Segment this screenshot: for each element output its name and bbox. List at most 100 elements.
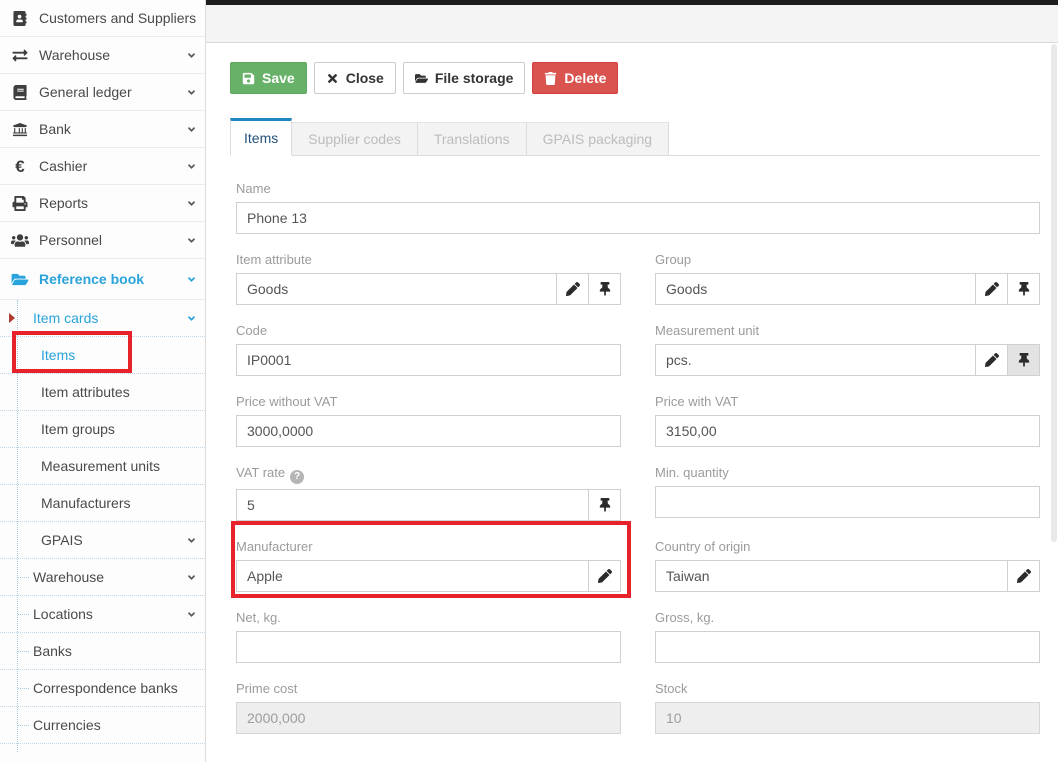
sidebar-item-correspondence-banks[interactable]: Correspondence banks [0, 670, 205, 707]
users-icon [9, 233, 31, 248]
edit-icon-button[interactable] [975, 344, 1008, 376]
sidebar-item-label: Item cards [33, 310, 99, 326]
country-of-origin-input[interactable] [655, 560, 1008, 592]
header-bar [206, 5, 1058, 43]
chevron-down-icon [186, 535, 197, 546]
edit-icon-button[interactable] [588, 560, 621, 592]
gross-kg-input[interactable] [655, 631, 1040, 663]
sidebar-item-general-ledger[interactable]: General ledger [0, 74, 205, 111]
sidebar-item-label: GPAIS [41, 532, 83, 548]
sidebar-item-bank[interactable]: Bank [0, 111, 205, 148]
sidebar-item-reference-book[interactable]: Reference book [0, 259, 205, 300]
pin-icon [1017, 353, 1031, 367]
chevron-down-icon [186, 235, 197, 246]
stock-field-group: Stock [655, 681, 1040, 734]
vat-rate-input[interactable] [236, 489, 589, 521]
tab-items[interactable]: Items [230, 118, 293, 156]
sidebar: Customers and Suppliers Warehouse Genera… [0, 0, 206, 762]
net-kg-label: Net, kg. [236, 610, 281, 625]
code-input[interactable] [236, 344, 621, 376]
sidebar-item-warehouse-reference[interactable]: Warehouse [0, 559, 205, 596]
close-icon [326, 72, 339, 85]
sidebar-item-banks[interactable]: Banks [0, 633, 205, 670]
manufacturer-input[interactable] [236, 560, 589, 592]
help-icon[interactable]: ? [290, 470, 305, 484]
min-quantity-field-group: Min. quantity [655, 465, 1040, 521]
tab-bar: Items Supplier codes Translations GPAIS … [230, 118, 1040, 156]
sidebar-item-manufacturers[interactable]: Manufacturers [0, 485, 205, 522]
chevron-down-icon [186, 124, 197, 135]
pencil-icon [1017, 569, 1031, 583]
measurement-unit-label: Measurement unit [655, 323, 760, 338]
sidebar-item-item-groups[interactable]: Item groups [0, 411, 205, 448]
bank-icon [9, 122, 31, 137]
measurement-unit-input[interactable] [655, 344, 976, 376]
net-kg-input[interactable] [236, 631, 621, 663]
min-quantity-input[interactable] [655, 486, 1040, 518]
chevron-down-icon [186, 161, 197, 172]
stock-input [655, 702, 1040, 734]
save-button-label: Save [262, 70, 295, 86]
edit-icon-button[interactable] [556, 273, 589, 305]
chevron-down-icon [186, 50, 197, 61]
save-button[interactable]: Save [230, 62, 307, 94]
tab-supplier-codes[interactable]: Supplier codes [292, 122, 418, 155]
close-button[interactable]: Close [313, 62, 396, 94]
name-input[interactable] [236, 202, 1040, 234]
pencil-icon [985, 282, 999, 296]
price-without-vat-field-group: Price without VAT [236, 394, 621, 447]
file-storage-button[interactable]: File storage [402, 62, 526, 94]
tab-gpais-packaging[interactable]: GPAIS packaging [526, 122, 670, 155]
sidebar-item-item-attributes[interactable]: Item attributes [0, 374, 205, 411]
item-form: Name Item attribute Group Code Measure [236, 181, 1040, 752]
sidebar-item-label: Warehouse [39, 47, 111, 63]
sidebar-item-label: Reference book [39, 271, 145, 287]
pin-icon-button[interactable] [588, 273, 621, 305]
pin-icon-button-active[interactable] [1007, 344, 1040, 376]
sidebar-item-label: Measurement units [41, 458, 161, 474]
sidebar-item-currencies[interactable]: Currencies [0, 707, 205, 744]
min-quantity-label: Min. quantity [655, 465, 729, 480]
sidebar-item-items[interactable]: Items [0, 337, 205, 374]
item-attribute-field-group: Item attribute [236, 252, 621, 305]
chevron-down-icon [186, 609, 197, 620]
measurement-unit-field-group: Measurement unit [655, 323, 1040, 376]
reference-book-submenu: Item cards Items Item attributes Item gr… [0, 300, 205, 752]
delete-button[interactable]: Delete [532, 62, 619, 94]
sidebar-item-measurement-units[interactable]: Measurement units [0, 448, 205, 485]
caret-right-icon [9, 313, 15, 323]
vat-rate-field-group: VAT rate? [236, 465, 621, 521]
sidebar-item-label: Customers and Suppliers [39, 10, 197, 26]
toolbar: Save Close File storage Delete [230, 62, 1040, 94]
group-field-group: Group [655, 252, 1040, 305]
folder-icon [415, 72, 428, 85]
vat-rate-label-text: VAT rate [236, 465, 286, 480]
gross-kg-field-group: Gross, kg. [655, 610, 1040, 663]
sidebar-item-item-cards[interactable]: Item cards [0, 300, 205, 337]
sidebar-item-label: Banks [33, 643, 72, 659]
item-attribute-input[interactable] [236, 273, 557, 305]
edit-icon-button[interactable] [1007, 560, 1040, 592]
pencil-icon [985, 353, 999, 367]
sidebar-item-customers-and-suppliers[interactable]: Customers and Suppliers [0, 0, 205, 37]
edit-icon-button[interactable] [975, 273, 1008, 305]
sidebar-item-cashier[interactable]: € Cashier [0, 148, 205, 185]
sidebar-item-label: Warehouse [33, 569, 105, 585]
vertical-scrollbar[interactable] [1051, 44, 1057, 542]
sidebar-item-label: Personnel [39, 232, 103, 248]
sidebar-item-reports[interactable]: Reports [0, 185, 205, 222]
sidebar-item-personnel[interactable]: Personnel [0, 222, 205, 259]
pin-icon-button[interactable] [588, 489, 621, 521]
manufacturer-field-group: Manufacturer [236, 539, 621, 592]
pin-icon-button[interactable] [1007, 273, 1040, 305]
sidebar-item-locations[interactable]: Locations [0, 596, 205, 633]
price-with-vat-input[interactable] [655, 415, 1040, 447]
group-input[interactable] [655, 273, 976, 305]
sidebar-item-label: Items [41, 347, 76, 363]
sidebar-item-gpais[interactable]: GPAIS [0, 522, 205, 559]
tab-translations[interactable]: Translations [417, 122, 527, 155]
price-without-vat-input[interactable] [236, 415, 621, 447]
sidebar-item-label: Correspondence banks [33, 679, 178, 696]
sidebar-item-warehouse[interactable]: Warehouse [0, 37, 205, 74]
sidebar-item-label: General ledger [39, 84, 132, 100]
